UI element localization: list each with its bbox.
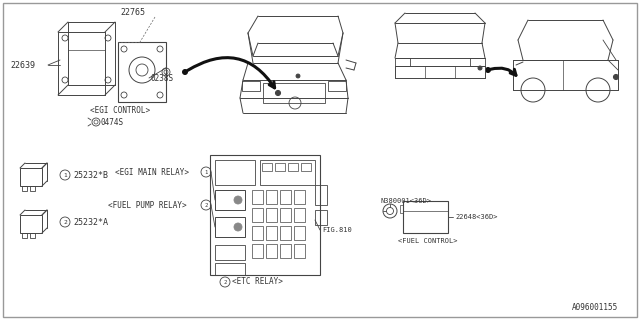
Bar (266, 244, 277, 258)
Bar (215, 190, 245, 210)
Text: FIG.810: FIG.810 (322, 227, 352, 233)
Text: <EGI MAIN RELAY>: <EGI MAIN RELAY> (115, 167, 189, 177)
Bar (215, 245, 245, 260)
Bar (266, 226, 277, 240)
Bar (280, 244, 291, 258)
Bar (275, 163, 285, 171)
Bar (294, 244, 305, 258)
Text: 2: 2 (204, 203, 207, 207)
Bar (280, 226, 291, 240)
Text: 22765: 22765 (120, 7, 145, 17)
Bar (301, 163, 311, 171)
Text: 0238S: 0238S (150, 74, 173, 83)
Bar (328, 81, 346, 91)
Bar (252, 190, 263, 204)
Text: 2: 2 (63, 220, 67, 225)
Text: 0474S: 0474S (100, 117, 123, 126)
Circle shape (234, 223, 242, 231)
Bar (215, 160, 255, 185)
Bar (266, 208, 277, 222)
Bar (215, 263, 245, 275)
Text: 22648<36D>: 22648<36D> (455, 214, 497, 220)
Bar (280, 208, 291, 222)
Bar (395, 58, 410, 66)
Bar (470, 58, 485, 66)
Bar (20, 168, 42, 186)
Bar (260, 160, 315, 185)
Bar (294, 208, 305, 222)
Circle shape (182, 69, 188, 75)
Circle shape (296, 74, 300, 78)
Text: <ETC RELAY>: <ETC RELAY> (232, 277, 283, 286)
Bar (263, 83, 325, 103)
Bar (252, 208, 263, 222)
Bar (22, 233, 27, 238)
Bar (315, 210, 327, 225)
Bar (266, 190, 277, 204)
Bar (252, 244, 263, 258)
Text: N380001<36D>: N380001<36D> (380, 198, 431, 204)
Bar (20, 215, 42, 233)
Bar (252, 226, 263, 240)
Bar (30, 186, 35, 191)
Bar (118, 42, 166, 102)
Bar (288, 163, 298, 171)
Bar (30, 233, 35, 238)
Circle shape (275, 91, 280, 95)
Text: 2: 2 (223, 279, 227, 284)
Bar (425, 66, 455, 78)
Bar (262, 163, 272, 171)
Text: <FUEL PUMP RELAY>: <FUEL PUMP RELAY> (108, 201, 187, 210)
Circle shape (478, 66, 482, 70)
Bar (315, 185, 327, 205)
Text: <EGI CONTROL>: <EGI CONTROL> (90, 106, 150, 115)
Bar (280, 190, 291, 204)
Circle shape (485, 67, 491, 73)
Circle shape (614, 75, 618, 79)
Text: 22639: 22639 (10, 60, 35, 69)
Bar (242, 81, 260, 91)
Bar (294, 226, 305, 240)
Text: 25232*A: 25232*A (73, 218, 108, 227)
Text: <FUEL CONTROL>: <FUEL CONTROL> (398, 238, 458, 244)
Bar (22, 186, 27, 191)
Bar (210, 155, 320, 275)
Bar (400, 205, 403, 213)
Bar (215, 217, 245, 237)
Text: 1: 1 (204, 170, 207, 174)
Bar (403, 201, 448, 233)
Bar (294, 190, 305, 204)
Text: 25232*B: 25232*B (73, 171, 108, 180)
FancyArrowPatch shape (491, 68, 516, 75)
FancyArrowPatch shape (188, 58, 275, 88)
Circle shape (234, 196, 242, 204)
Text: A096001155: A096001155 (572, 303, 618, 312)
Text: 1: 1 (63, 172, 67, 178)
